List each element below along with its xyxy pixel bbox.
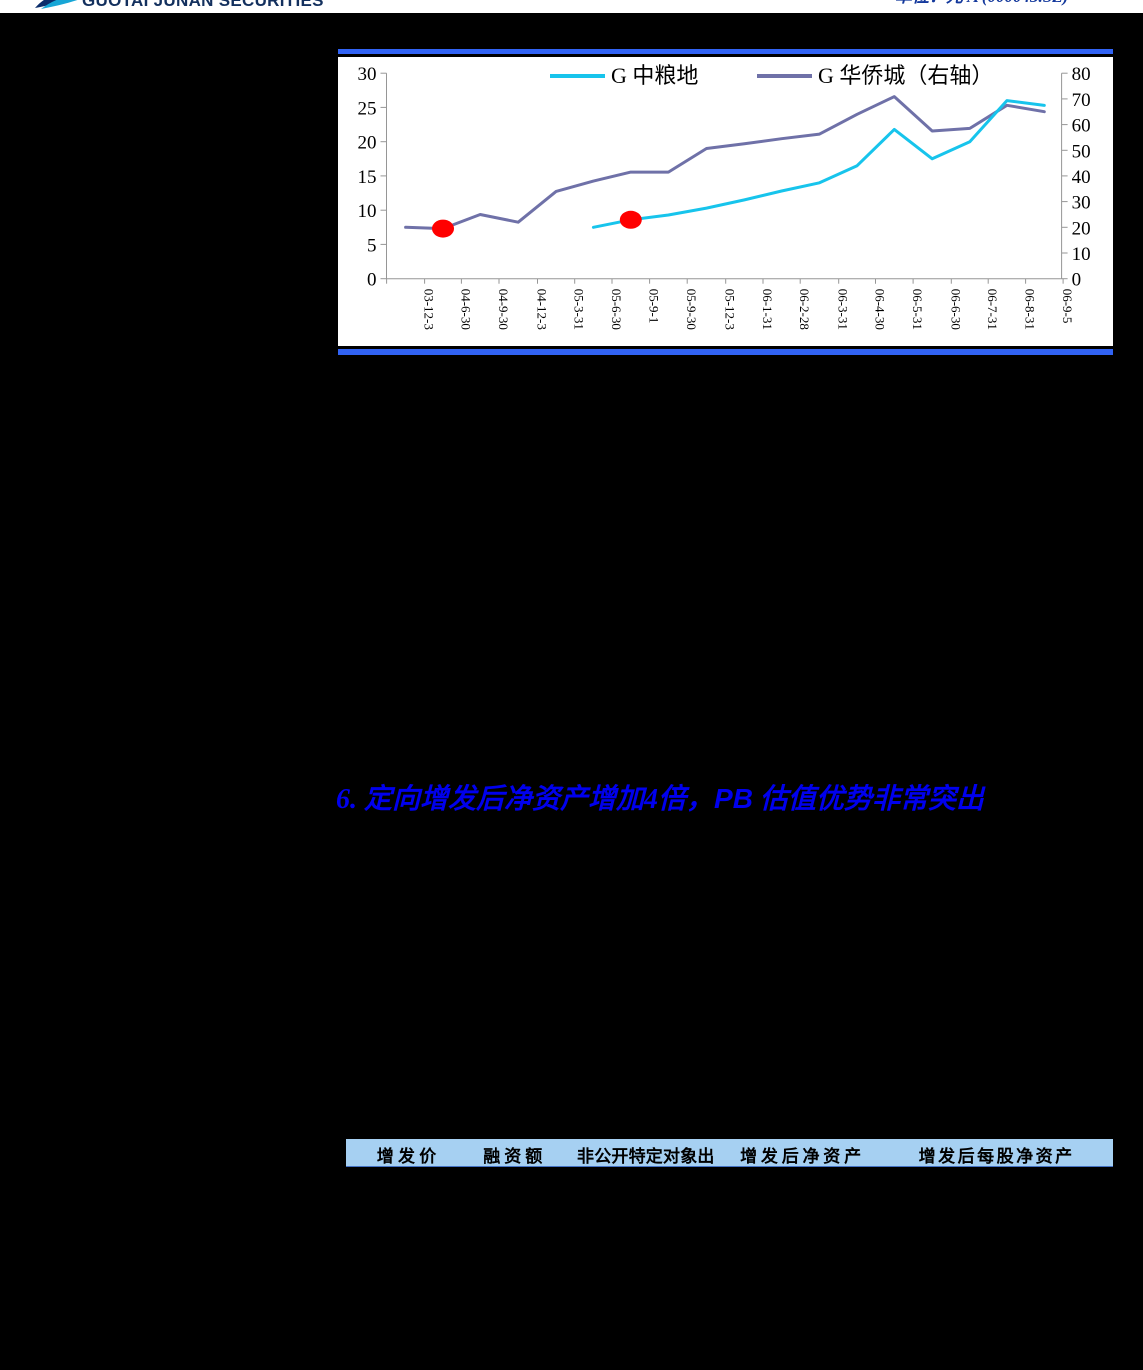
svg-text:G 华侨城（右轴）: G 华侨城（右轴） (818, 63, 993, 88)
svg-text:04-9-30: 04-9-30 (496, 289, 511, 330)
svg-text:04-12-3: 04-12-3 (535, 289, 550, 330)
svg-text:10: 10 (1072, 244, 1091, 265)
svg-text:5: 5 (367, 235, 377, 256)
svg-text:40: 40 (1072, 167, 1091, 188)
svg-text:06-7-31: 06-7-31 (985, 289, 1000, 330)
svg-text:25: 25 (358, 98, 377, 119)
svg-text:06-4-30: 06-4-30 (873, 289, 888, 330)
svg-text:06-3-31: 06-3-31 (836, 289, 851, 330)
svg-text:60: 60 (1072, 116, 1091, 137)
svg-text:04-6-30: 04-6-30 (458, 289, 473, 330)
svg-text:06-5-31: 06-5-31 (910, 289, 925, 330)
svg-text:50: 50 (1072, 141, 1091, 162)
svg-text:30: 30 (358, 64, 377, 85)
svg-text:05-3-31: 05-3-31 (572, 289, 587, 330)
svg-text:03-12-3: 03-12-3 (422, 289, 437, 330)
svg-text:05-9-30: 05-9-30 (684, 289, 699, 330)
svg-text:06-9-5: 06-9-5 (1060, 289, 1075, 324)
svg-text:05-6-30: 05-6-30 (609, 289, 624, 330)
svg-text:70: 70 (1072, 90, 1091, 111)
svg-text:0: 0 (1072, 270, 1082, 291)
svg-text:10: 10 (358, 201, 377, 222)
svg-text:80: 80 (1072, 64, 1091, 85)
svg-text:15: 15 (358, 167, 377, 188)
svg-text:05-9-1: 05-9-1 (647, 289, 662, 324)
svg-text:0: 0 (367, 270, 377, 291)
svg-text:20: 20 (1072, 218, 1091, 239)
svg-text:06-8-31: 06-8-31 (1023, 289, 1038, 330)
svg-text:30: 30 (1072, 193, 1091, 214)
svg-text:06-2-28: 06-2-28 (797, 289, 812, 330)
svg-text:06-1-31: 06-1-31 (760, 289, 775, 330)
svg-text:20: 20 (358, 133, 377, 154)
svg-text:05-12-3: 05-12-3 (723, 289, 738, 330)
svg-text:06-6-30: 06-6-30 (948, 289, 963, 330)
svg-text:G 中粮地: G 中粮地 (611, 63, 698, 88)
